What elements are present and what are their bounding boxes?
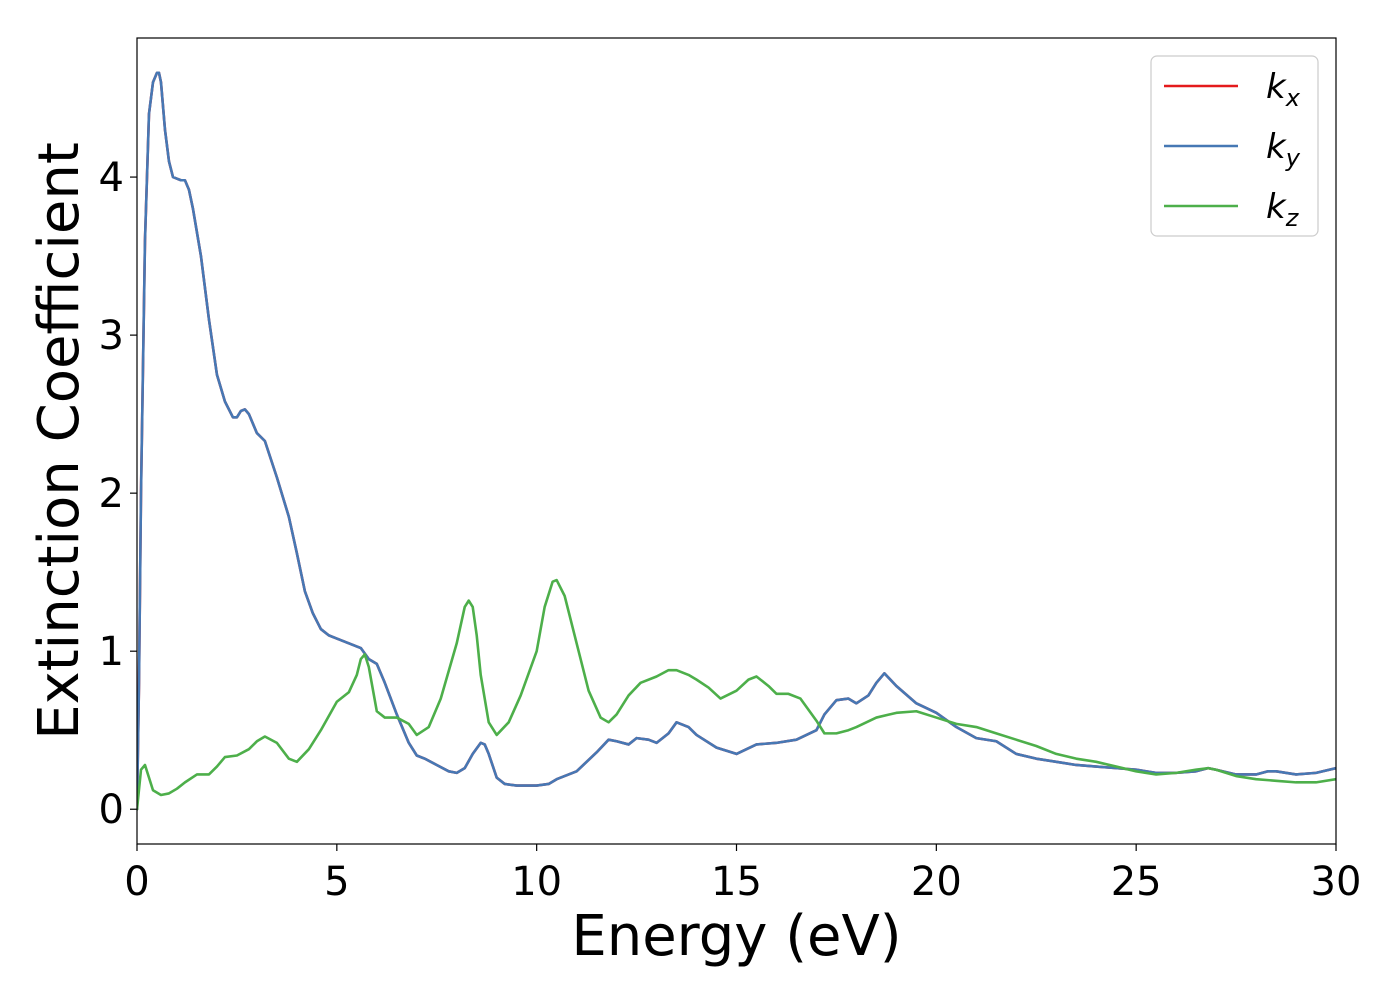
x-tick-label: 25 [1111, 859, 1162, 905]
x-tick-label: 15 [711, 859, 762, 905]
x-tick-label: 0 [124, 859, 149, 905]
y-tick-label: 4 [99, 155, 124, 201]
y-tick-label: 2 [99, 471, 124, 517]
x-axis: 0 5 10 15 20 25 30 [124, 844, 1361, 905]
legend-label-z: kz [1266, 187, 1300, 232]
x-tick-label: 30 [1311, 859, 1362, 905]
series-line-y [137, 71, 1336, 811]
y-axis-label: Extinction Coefficient [27, 142, 92, 740]
legend-label-x: kx [1266, 67, 1301, 112]
x-tick-label: 10 [511, 859, 562, 905]
series-line-z [137, 578, 1336, 811]
x-tick-label: 20 [911, 859, 962, 905]
x-axis-label: Energy (eV) [571, 904, 901, 969]
y-tick-label: 0 [99, 787, 124, 833]
legend: kx ky kz [1150, 55, 1319, 237]
y-tick-label: 1 [99, 629, 124, 675]
plot-lines [137, 71, 1336, 811]
y-axis: 0 1 2 3 4 [99, 155, 137, 833]
legend-label-y: ky [1266, 127, 1301, 172]
x-tick-label: 5 [324, 859, 349, 905]
y-tick-label: 3 [99, 313, 124, 359]
